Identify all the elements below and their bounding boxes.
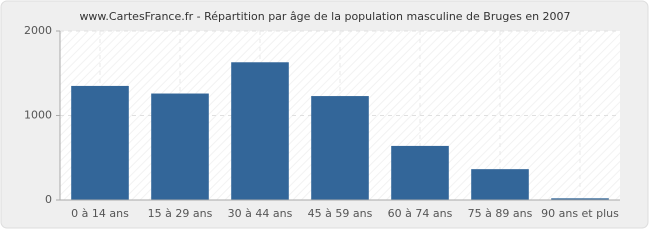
bar	[151, 93, 209, 200]
y-tick-label: 2000	[24, 24, 52, 37]
x-tick-label: 15 à 29 ans	[148, 207, 213, 220]
bar	[71, 85, 129, 200]
x-tick-label: 75 à 89 ans	[468, 207, 533, 220]
y-tick-label: 1000	[24, 109, 52, 122]
x-tick-label: 60 à 74 ans	[388, 207, 453, 220]
chart: www.CartesFrance.fr - Répartition par âg…	[0, 0, 650, 230]
bar	[311, 96, 369, 200]
chart-title: www.CartesFrance.fr - Répartition par âg…	[79, 10, 570, 23]
bar	[391, 145, 449, 200]
y-tick-label: 0	[45, 193, 52, 206]
bar	[471, 169, 529, 200]
bar	[231, 62, 289, 200]
x-tick-label: 30 à 44 ans	[228, 207, 293, 220]
bar	[551, 198, 609, 200]
x-tick-label: 45 à 59 ans	[308, 207, 373, 220]
x-tick-label: 90 ans et plus	[541, 207, 619, 220]
x-tick-label: 0 à 14 ans	[71, 207, 129, 220]
